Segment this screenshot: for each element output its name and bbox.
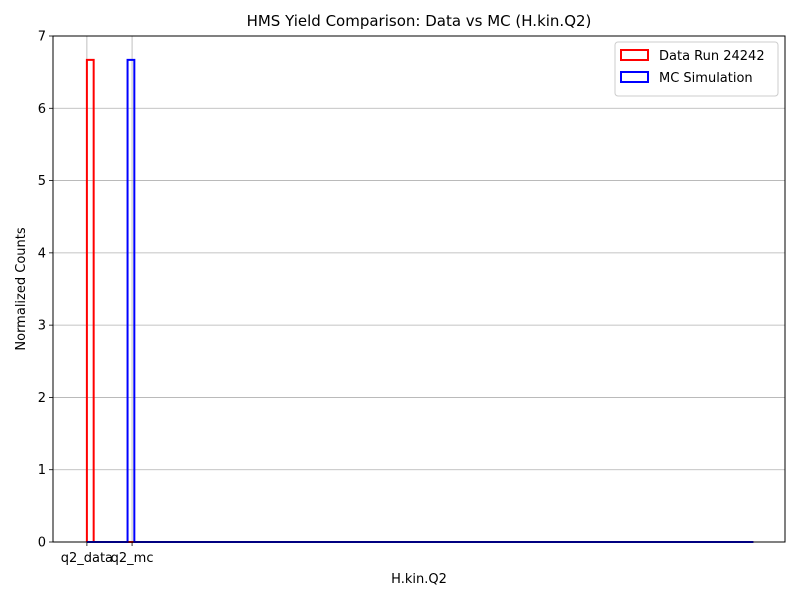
y-tick-label: 6 [38, 102, 46, 117]
y-tick-label: 4 [38, 246, 46, 261]
legend-swatch [620, 49, 649, 61]
legend-label: Data Run 24242 [659, 49, 765, 64]
x-tick-label: q2_data [61, 551, 113, 566]
legend-label: MC Simulation [659, 71, 753, 86]
y-tick-label: 3 [38, 319, 46, 334]
legend-box [614, 41, 779, 97]
grid-layer [53, 35, 785, 543]
x-axis-label: H.kin.Q2 [391, 572, 447, 587]
y-tick-label: 2 [38, 391, 46, 406]
y-tick-label: 7 [38, 30, 46, 45]
y-tick-label: 1 [38, 463, 46, 478]
legend: Data Run 24242 MC Simulation [614, 41, 779, 97]
y-tick-label: 5 [38, 174, 46, 189]
x-tick-label: q2_mc [111, 551, 154, 566]
chart-title: HMS Yield Comparison: Data vs MC (H.kin.… [247, 12, 592, 30]
y-tick-label: 0 [38, 536, 46, 551]
legend-swatch [620, 71, 649, 83]
plot-frame [52, 35, 786, 543]
y-axis-label: Normalized Counts [14, 227, 29, 350]
